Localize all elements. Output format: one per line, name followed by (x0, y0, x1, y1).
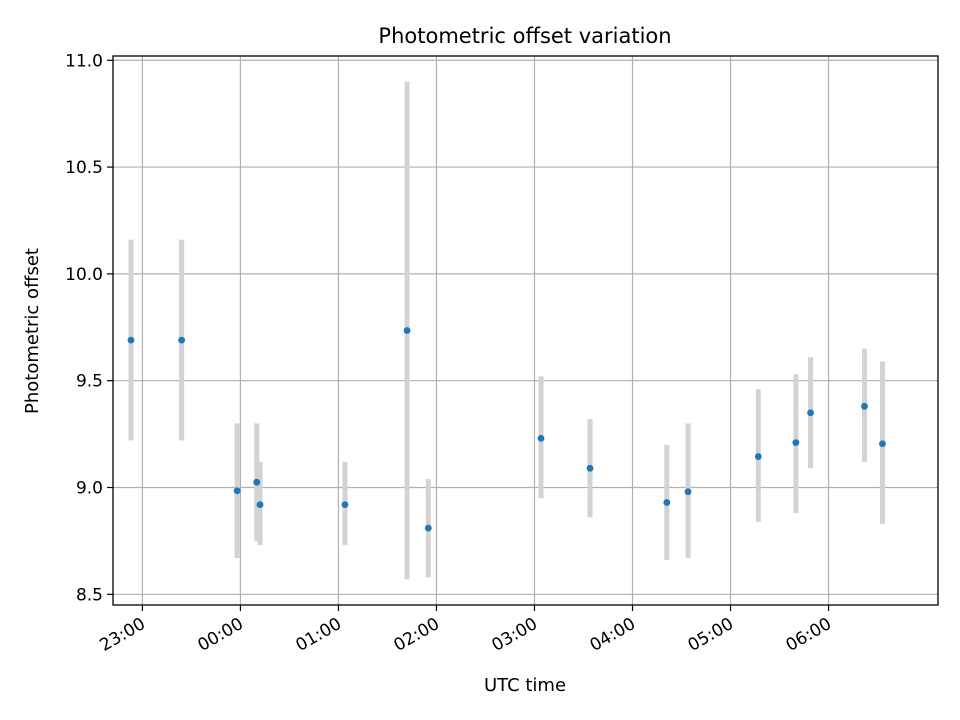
data-point (253, 478, 261, 486)
data-point (879, 440, 886, 448)
y-axis-label: Photometric offset (22, 248, 43, 414)
data-point (684, 488, 692, 496)
data-point (127, 336, 135, 344)
chart-title: Photometric offset variation (378, 24, 671, 48)
data-point (178, 336, 186, 344)
data-point (586, 464, 594, 472)
grid-layer (113, 56, 938, 605)
data-point (663, 499, 671, 506)
data-point (403, 327, 411, 334)
data-point (424, 524, 432, 532)
data-point (256, 501, 264, 508)
x-axis-label: UTC time (484, 675, 566, 696)
data-point (341, 501, 349, 508)
y-tick-label: 9.0 (76, 479, 103, 499)
y-tick-label: 10.0 (65, 265, 103, 285)
data-point (537, 434, 545, 442)
data-point-layer (127, 327, 886, 532)
data-point (233, 487, 241, 495)
data-point (754, 453, 762, 460)
plot-frame (112, 55, 939, 606)
data-point (861, 402, 868, 410)
y-tick-label: 10.5 (65, 158, 103, 178)
y-tick-label: 11.0 (65, 51, 103, 71)
data-point (807, 409, 814, 417)
y-tick-label: 9.5 (76, 372, 103, 392)
y-tick-label: 8.5 (76, 585, 103, 605)
data-point (792, 439, 800, 447)
